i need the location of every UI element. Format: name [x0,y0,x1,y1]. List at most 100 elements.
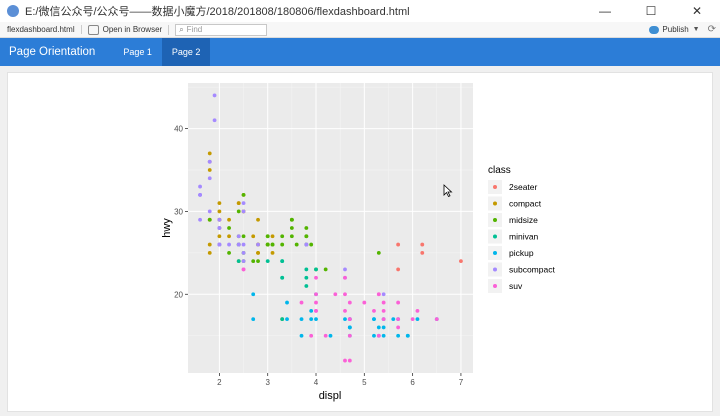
x-tick-label: 3 [265,378,270,387]
x-tick-label: 2 [217,378,222,387]
scatter-point-subcompact [343,267,347,272]
scatter-point-pickup [309,317,314,322]
scatter-point-pickup [396,333,401,338]
close-button[interactable]: ✕ [691,4,703,18]
scatter-point-subcompact [198,184,202,189]
window-title: E:/微信公众号/公众号——数据小魔方/2018/201808/180806/f… [25,6,410,18]
scatter-point-suv [347,358,352,363]
legend-label: midsize [509,215,538,225]
scatter-point-suv [347,300,352,305]
legend-swatch [493,251,497,255]
scatter-point-suv [376,333,381,338]
scatter-point-minivan [280,259,285,264]
open-in-browser-button[interactable]: Open in Browser [87,24,170,35]
legend-swatch [493,234,497,239]
find-placeholder: Find [186,25,203,34]
scatter-point-minivan [304,275,309,280]
maximize-button[interactable]: ☐ [645,4,657,18]
legend-swatch [493,267,497,272]
scatter-point-2seater [420,250,425,255]
scatter-point-compact [270,250,275,255]
scatter-point-subcompact [241,250,246,255]
scatter-chart: 2 3 4 5 6 7 20 30 40 displ hwy class 2seater comp… [161,83,555,402]
window-title-bar: E:/微信公众号/公众号——数据小魔方/2018/201808/180806/f… [0,0,720,22]
scatter-point-midsize [270,242,275,247]
scatter-point-midsize [265,234,270,239]
scatter-point-compact [251,234,256,239]
scatter-point-suv [381,300,386,305]
scatter-point-pickup [285,300,289,305]
chart-panel: 2 3 4 5 6 7 20 30 40 displ hwy class 2seater comp… [7,72,713,412]
scatter-point-minivan [265,259,270,264]
scatter-point-compact [227,217,231,222]
scatter-point-pickup [309,308,314,313]
legend-label: suv [509,281,523,291]
scatter-point-2seater [420,242,425,247]
scatter-point-subcompact [227,242,231,247]
find-input[interactable]: ⌕ Find [175,23,268,36]
scatter-point-compact [227,234,231,239]
scatter-point-minivan [304,284,309,288]
scatter-point-pickup [299,317,304,322]
scatter-point-midsize [227,226,231,230]
minimize-button[interactable]: — [599,4,611,18]
scatter-point-suv [372,308,376,313]
scatter-point-midsize [294,242,299,247]
scatter-point-minivan [280,275,285,280]
data-points [198,93,463,363]
scatter-point-midsize [265,242,270,247]
search-icon: ⌕ [179,24,184,34]
scatter-point-suv [396,325,401,330]
scatter-point-pickup [372,317,376,322]
scatter-point-subcompact [241,242,246,247]
legend-label: 2seater [509,182,538,192]
scatter-point-suv [314,292,318,297]
scatter-point-pickup [405,333,410,338]
legend-swatch [493,218,497,222]
scatter-point-suv [343,308,347,313]
scatter-point-midsize [236,209,241,214]
tab-page-1[interactable]: Page 1 [123,47,152,57]
scatter-point-suv [434,317,439,322]
scatter-point-compact [207,151,212,156]
scatter-point-minivan [314,267,318,272]
scatter-point-suv [381,308,386,313]
scatter-point-subcompact [241,209,246,214]
scatter-point-compact [217,209,222,214]
scatter-point-pickup [347,325,352,330]
scatter-point-pickup [381,325,386,330]
scatter-point-pickup [285,317,289,322]
mouse-cursor-icon [443,184,453,198]
scatter-point-midsize [289,217,294,222]
scatter-point-midsize [241,234,246,239]
publish-label: Publish [662,25,689,34]
publish-button[interactable]: Publish ▼ [649,25,700,34]
scatter-point-subcompact [198,217,202,222]
x-tick-label: 6 [410,378,415,387]
scatter-point-midsize [289,226,294,230]
scatter-point-midsize [289,234,294,239]
scatter-point-suv [241,267,246,272]
scatter-point-subcompact [241,201,246,206]
scatter-point-suv [362,300,367,305]
scatter-point-midsize [304,234,309,239]
chevron-down-icon[interactable]: ▼ [692,26,700,33]
x-tick-label: 5 [362,378,367,387]
scatter-point-compact [256,217,260,222]
scatter-point-midsize [251,259,256,264]
scatter-point-2seater [396,242,401,247]
scatter-point-suv [314,308,318,313]
scatter-point-midsize [280,234,285,239]
scatter-point-suv [309,333,314,338]
scatter-point-suv [323,333,328,338]
scatter-point-subcompact [304,242,309,247]
legend-label: minivan [509,232,539,242]
y-tick-label: 20 [174,290,183,299]
scatter-point-pickup [299,333,304,338]
scatter-point-pickup [415,317,420,322]
scatter-point-suv [396,300,401,305]
scatter-point-suv [381,317,386,322]
scatter-point-suv [410,317,415,322]
tab-page-2[interactable]: Page 2 [161,38,211,66]
refresh-icon[interactable]: ⟳ [707,24,716,35]
